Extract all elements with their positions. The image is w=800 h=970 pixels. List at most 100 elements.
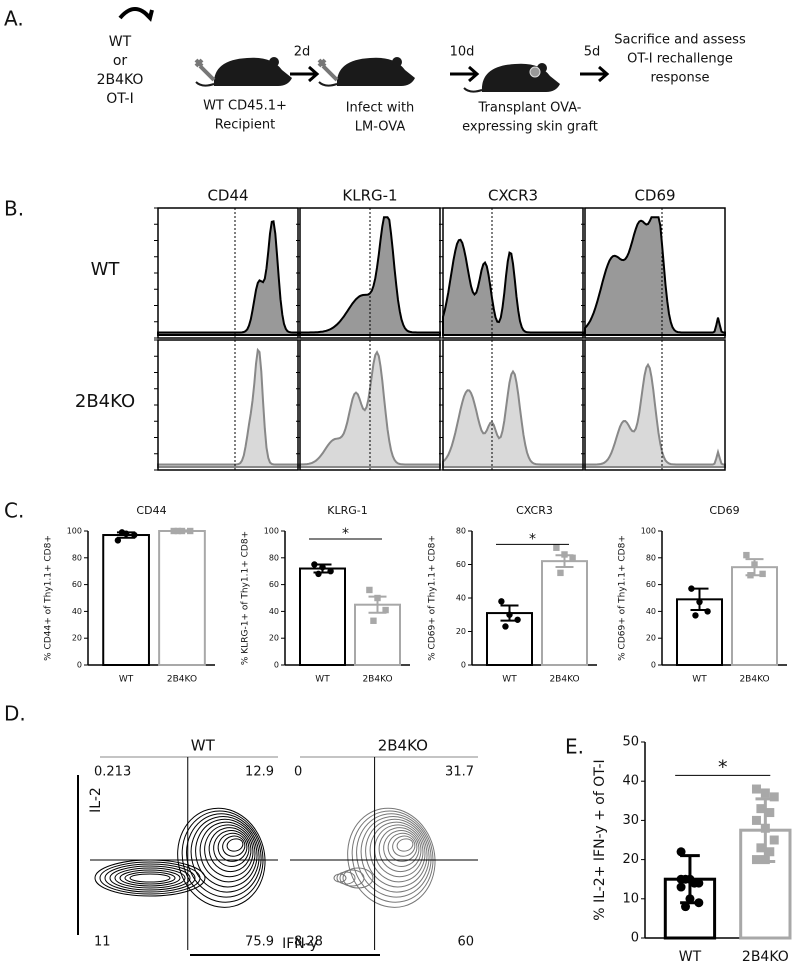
data-point	[760, 855, 770, 865]
step-text: OT-I rechallenge	[627, 52, 733, 67]
quadrant-value: 11	[94, 935, 111, 950]
contour	[369, 821, 426, 883]
data-point	[374, 594, 381, 602]
step-text: Recipient	[215, 118, 275, 133]
mouse-body	[481, 63, 560, 92]
chart-title: CXCR3	[516, 504, 553, 517]
histogram	[442, 238, 584, 336]
y-tick-label: 0	[461, 661, 466, 670]
y-axis-label: % CD69+ of Thy1.1+ CD8+	[618, 535, 628, 661]
mouse-icon	[317, 57, 415, 87]
panel-label: E.	[565, 735, 584, 759]
data-point	[178, 527, 186, 535]
y-tick-label: 80	[456, 527, 466, 536]
panel-label: C.	[4, 499, 24, 523]
contour	[387, 832, 418, 862]
step-text: Transplant OVA-	[477, 101, 581, 116]
y-axis-label: % CD44+ of Thy1.1+ CD8+	[44, 535, 54, 661]
y-tick-label: 60	[456, 560, 466, 569]
x-tick-label: 2B4KO	[742, 949, 789, 965]
y-tick-label: 0	[77, 661, 82, 670]
data-point	[704, 608, 711, 615]
y-tick-label: 80	[646, 553, 656, 562]
data-point	[751, 784, 761, 794]
data-point	[676, 882, 686, 892]
data-point	[685, 894, 695, 904]
x-tick-label: 2B4KO	[549, 675, 579, 685]
step-text: Infect with	[346, 101, 415, 116]
histogram-frame	[157, 339, 299, 471]
step-arrow	[290, 65, 320, 83]
chart-title: CD69	[709, 504, 739, 517]
data-point	[769, 835, 779, 845]
mouse-body	[213, 57, 292, 86]
contour	[190, 816, 260, 893]
contour-plot	[94, 807, 266, 908]
y-tick-label: 20	[456, 627, 466, 636]
data-point	[689, 878, 699, 888]
quadrant-value: 8.28	[294, 935, 323, 950]
bar	[541, 560, 588, 667]
data-point	[170, 527, 177, 535]
mouse-icon	[194, 57, 292, 87]
quadrant-value: 75.9	[245, 935, 274, 950]
data-point	[114, 537, 122, 544]
contour	[177, 807, 266, 908]
data-point	[765, 847, 775, 857]
quadrant-value: 0.213	[94, 765, 131, 780]
plot-title: WT	[191, 737, 216, 755]
y-tick-label: 60	[269, 580, 279, 589]
y-tick-label: 60	[72, 580, 82, 589]
data-point	[382, 606, 389, 614]
bar	[102, 534, 150, 667]
histogram	[584, 216, 726, 336]
marker-label: CD44	[207, 187, 248, 205]
curved-arrow	[118, 7, 154, 22]
chart-title: KLRG-1	[327, 504, 367, 517]
mouse-ear	[269, 57, 279, 67]
data-point	[327, 568, 334, 575]
mouse-body	[336, 57, 415, 86]
x-tick-label: WT	[315, 675, 330, 685]
data-point	[769, 792, 779, 802]
y-tick-label: 40	[269, 607, 279, 616]
mouse-icon	[463, 63, 560, 93]
data-point	[765, 808, 775, 818]
data-point	[688, 585, 695, 592]
y-tick-label: 40	[72, 607, 82, 616]
row-label: 2B4KO	[75, 391, 135, 412]
y-tick-label: 60	[646, 580, 656, 589]
y-tick-label: 40	[456, 594, 466, 603]
data-point	[557, 569, 564, 577]
syringe	[317, 58, 339, 82]
x-tick-label: 2B4KO	[739, 675, 769, 685]
plot-title: 2B4KO	[378, 737, 428, 755]
y-tick-label: 0	[274, 661, 279, 670]
data-point	[366, 586, 373, 594]
contour	[222, 835, 246, 857]
y-tick-label: 10	[622, 891, 639, 906]
step-text: Sacrifice and assess	[614, 33, 746, 48]
contour	[217, 832, 248, 862]
marker-label: CD69	[634, 187, 675, 205]
histogram	[157, 347, 299, 468]
y-tick-label: 20	[269, 634, 279, 643]
contour	[365, 818, 428, 888]
data-point	[751, 561, 758, 568]
contour	[104, 863, 196, 893]
quadrant-value: 60	[457, 935, 474, 950]
contour	[114, 867, 186, 889]
x-axis-label: IFN-y	[282, 936, 318, 952]
data-point	[370, 617, 377, 624]
data-point	[676, 847, 686, 857]
histogram	[584, 362, 726, 468]
contour	[347, 807, 436, 908]
histogram	[157, 220, 299, 336]
y-axis-label: % KLRG-1+ of Thy1.1+ CD8+	[241, 531, 251, 665]
contour	[119, 869, 181, 887]
x-tick-label: 2B4KO	[167, 675, 197, 685]
mouse-tail	[195, 81, 215, 87]
y-tick-label: 30	[622, 813, 639, 828]
histogram	[299, 216, 441, 336]
